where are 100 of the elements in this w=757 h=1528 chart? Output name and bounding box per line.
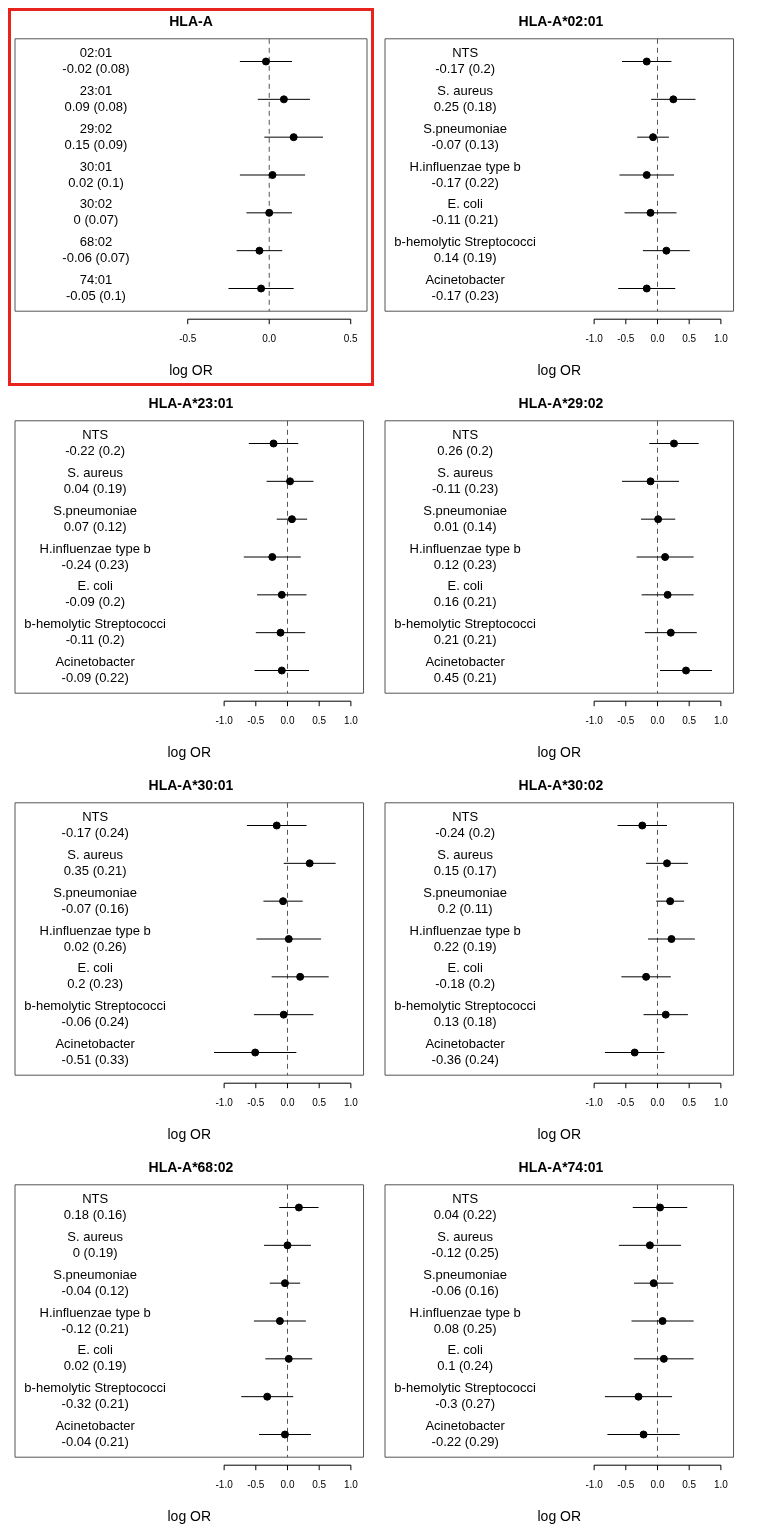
chart-title: HLA-A*23:01 (148, 395, 234, 412)
y-tick-label: E. coli -0.09 (0.2) (65, 578, 126, 610)
x-tick-label: 0.0 (280, 1096, 295, 1108)
y-tick-label: NTS 0.26 (0.2) (437, 427, 493, 459)
point (658, 1317, 667, 1325)
y-tick-label: E. coli 0.1 (0.24) (437, 1342, 493, 1374)
point (280, 1430, 289, 1439)
point (284, 935, 293, 943)
point (276, 628, 285, 637)
y-tick-label: NTS -0.17 (0.2) (435, 45, 496, 77)
point (296, 972, 305, 981)
x-tick-label: 0.5 (682, 714, 697, 726)
x-tick-label: 0.0 (280, 1478, 295, 1490)
point (661, 553, 670, 561)
y-tick-label: S.pneumoniae -0.07 (0.16) (53, 884, 138, 916)
x-tick-label: -0.5 (179, 332, 197, 344)
x-tick-label: 0.0 (280, 714, 295, 726)
y-tick-label: NTS 0.18 (0.16) (63, 1191, 127, 1223)
point (663, 859, 671, 868)
y-tick-label: Acinetobacter -0.22 (0.29) (425, 1418, 506, 1450)
point (284, 1354, 293, 1363)
y-tick-label: S.pneumoniae 0.07 (0.12) (53, 502, 138, 534)
point (649, 1279, 658, 1288)
chart-title: HLA-A*74:01 (518, 1159, 604, 1176)
y-tick-label: b-hemolytic Streptococci 0.13 (0.18) (394, 998, 537, 1030)
y-tick-label: E. coli 0.16 (0.21) (433, 578, 497, 610)
y-tick-label: NTS -0.22 (0.2) (65, 427, 126, 459)
x-tick-label: 0.5 (682, 1096, 697, 1108)
chart-title: HLA-A*30:01 (148, 777, 234, 794)
x-tick-label: 1.0 (713, 1478, 729, 1490)
point (268, 171, 277, 179)
y-tick-label: NTS -0.24 (0.2) (435, 809, 496, 841)
y-tick-label: E. coli 0.02 (0.19) (63, 1342, 127, 1374)
chart-title: HLA-A*29:02 (518, 395, 604, 412)
point (682, 666, 691, 675)
x-tick-label: -0.5 (617, 1096, 635, 1108)
point (265, 208, 274, 217)
y-tick-label: 29:02 0.15 (0.09) (64, 120, 128, 152)
y-tick-label: Acinetobacter 0.45 (0.21) (425, 654, 506, 686)
y-tick-label: 68:02 -0.06 (0.07) (62, 234, 130, 266)
y-tick-label: H.influenzae type b -0.17 (0.22) (409, 158, 521, 190)
point (251, 1048, 260, 1057)
x-axis-title: log OR (537, 362, 582, 379)
x-tick-label: 0.5 (682, 1478, 697, 1490)
x-tick-label: -0.5 (247, 1096, 265, 1108)
x-axis-title: log OR (167, 744, 212, 761)
point (659, 1354, 668, 1363)
point (277, 590, 286, 599)
y-tick-label: S. aureus 0 (0.19) (67, 1228, 124, 1260)
y-tick-label: Acinetobacter -0.04 (0.21) (55, 1418, 136, 1450)
y-tick-label: NTS -0.17 (0.24) (61, 809, 129, 841)
y-tick-label: Acinetobacter -0.17 (0.23) (425, 272, 506, 304)
x-tick-label: 1.0 (343, 714, 359, 726)
x-tick-label: 0.0 (650, 1478, 665, 1490)
y-tick-label: E. coli -0.18 (0.2) (435, 960, 496, 992)
point (257, 284, 266, 293)
x-tick-label: -1.0 (585, 1478, 604, 1490)
y-tick-label: H.influenzae type b 0.12 (0.23) (409, 540, 521, 572)
x-tick-label: 0.0 (650, 1096, 665, 1108)
y-tick-label: S.pneumoniae -0.06 (0.16) (423, 1266, 508, 1298)
x-tick-label: 0.0 (262, 332, 277, 344)
y-tick-label: 74:01 -0.05 (0.1) (65, 272, 126, 304)
x-axis-title: log OR (169, 362, 213, 379)
point (277, 666, 286, 675)
x-tick-label: 0.5 (343, 332, 359, 344)
y-tick-label: b-hemolytic Streptococci 0.14 (0.19) (394, 234, 537, 266)
y-tick-label: S.pneumoniae 0.01 (0.14) (423, 502, 508, 534)
point (275, 1317, 284, 1325)
point (645, 1241, 654, 1250)
point (642, 284, 651, 293)
x-tick-label: -1.0 (585, 332, 604, 344)
x-tick-label: 0.0 (650, 332, 665, 344)
x-tick-label: -0.5 (617, 714, 635, 726)
chart-title: HLA-A*02:01 (518, 13, 604, 30)
point (279, 1010, 288, 1019)
y-tick-label: E. coli -0.11 (0.21) (432, 196, 499, 228)
x-tick-label: -1.0 (585, 714, 604, 726)
y-tick-label: 02:01 -0.02 (0.08) (62, 45, 130, 77)
y-tick-label: b-hemolytic Streptococci -0.11 (0.2) (24, 616, 167, 648)
point (663, 590, 672, 599)
point (255, 246, 264, 255)
y-tick-label: b-hemolytic Streptococci -0.32 (0.21) (24, 1380, 167, 1412)
point (654, 515, 663, 524)
point (261, 57, 270, 66)
point (642, 171, 651, 179)
point (269, 439, 278, 448)
x-tick-label: -1.0 (215, 714, 234, 726)
point (286, 477, 295, 486)
y-tick-label: E. coli 0.2 (0.23) (67, 960, 123, 992)
point (669, 95, 678, 104)
point (283, 1241, 292, 1250)
x-tick-label: 0.5 (312, 1478, 327, 1490)
y-tick-label: S. aureus 0.04 (0.19) (63, 464, 127, 496)
point (642, 972, 651, 981)
x-axis-title: log OR (167, 1126, 212, 1143)
point (666, 897, 675, 906)
x-tick-label: 1.0 (713, 1096, 729, 1108)
x-tick-label: 0.5 (312, 1096, 327, 1108)
y-tick-label: S. aureus 0.25 (0.18) (433, 82, 497, 114)
point (662, 246, 671, 255)
